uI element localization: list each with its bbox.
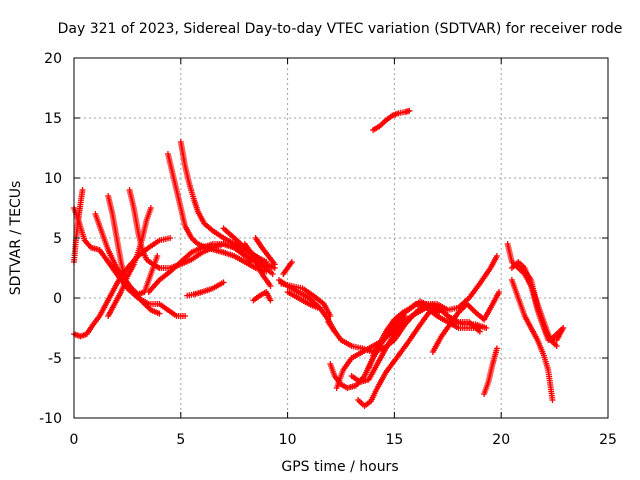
data-point	[263, 259, 270, 265]
chart-title: Day 321 of 2023, Sidereal Day-to-day VTE…	[58, 21, 623, 37]
series-trace-7	[105, 205, 154, 319]
series-trace-15	[252, 235, 278, 268]
y-tick-label: -10	[39, 411, 62, 427]
data-point	[288, 259, 295, 265]
series-trace-20	[284, 289, 321, 311]
axis-ticks: 0 5 10 15 20 25 -10 -5 0 5 10 15 20	[39, 51, 617, 448]
data-point	[468, 305, 475, 312]
series-trace-14	[241, 241, 274, 289]
data-point	[483, 325, 490, 331]
y-tick-label: 5	[53, 231, 62, 247]
data-point	[476, 328, 483, 335]
data-point	[145, 304, 152, 311]
data-point	[156, 310, 163, 317]
data-point	[182, 313, 189, 319]
data-points	[71, 107, 567, 409]
series-trace-23	[333, 313, 409, 391]
y-tick-label: 20	[44, 51, 62, 67]
grid-lines	[74, 58, 608, 418]
x-axis-label: GPS time / hours	[281, 459, 398, 475]
data-point	[271, 261, 278, 268]
x-tick-label: 20	[492, 432, 510, 448]
series-trace-34	[508, 277, 556, 403]
y-tick-label: 15	[44, 111, 62, 127]
y-tick-label: 0	[53, 291, 62, 307]
data-point	[466, 303, 473, 310]
data-point	[314, 304, 321, 311]
series-trace-35	[519, 265, 567, 343]
data-point	[327, 313, 334, 319]
series-trace-24	[348, 331, 398, 385]
x-tick-label: 15	[385, 432, 403, 448]
data-point	[493, 345, 500, 352]
data-point	[267, 283, 274, 289]
data-point	[553, 343, 560, 349]
x-tick-label: 10	[279, 432, 297, 448]
series-trace-16	[250, 289, 274, 304]
x-tick-label: 0	[70, 432, 79, 448]
y-tick-label: 10	[44, 171, 62, 187]
series-trace-30	[370, 107, 413, 133]
y-axis-label: SDTVAR / TECUs	[8, 181, 24, 296]
data-point	[469, 306, 476, 313]
data-point	[79, 187, 86, 193]
series-trace-29	[444, 313, 483, 335]
data-point	[406, 107, 413, 114]
data-point	[549, 397, 556, 403]
y-tick-label: -5	[48, 351, 62, 367]
x-tick-label: 5	[176, 432, 185, 448]
data-point	[154, 253, 161, 259]
data-point	[269, 271, 276, 277]
series-trace-28	[429, 289, 503, 355]
data-point	[493, 253, 500, 259]
series-trace-12	[184, 279, 227, 299]
data-point	[105, 313, 112, 319]
x-tick-label: 25	[599, 432, 617, 448]
series-trace-17	[280, 259, 295, 277]
data-point	[220, 279, 227, 286]
data-point	[496, 289, 503, 295]
series-trace-31	[481, 345, 500, 397]
data-point	[167, 235, 174, 241]
data-point	[560, 325, 567, 331]
data-point	[267, 297, 274, 304]
series-trace-19	[278, 280, 334, 319]
